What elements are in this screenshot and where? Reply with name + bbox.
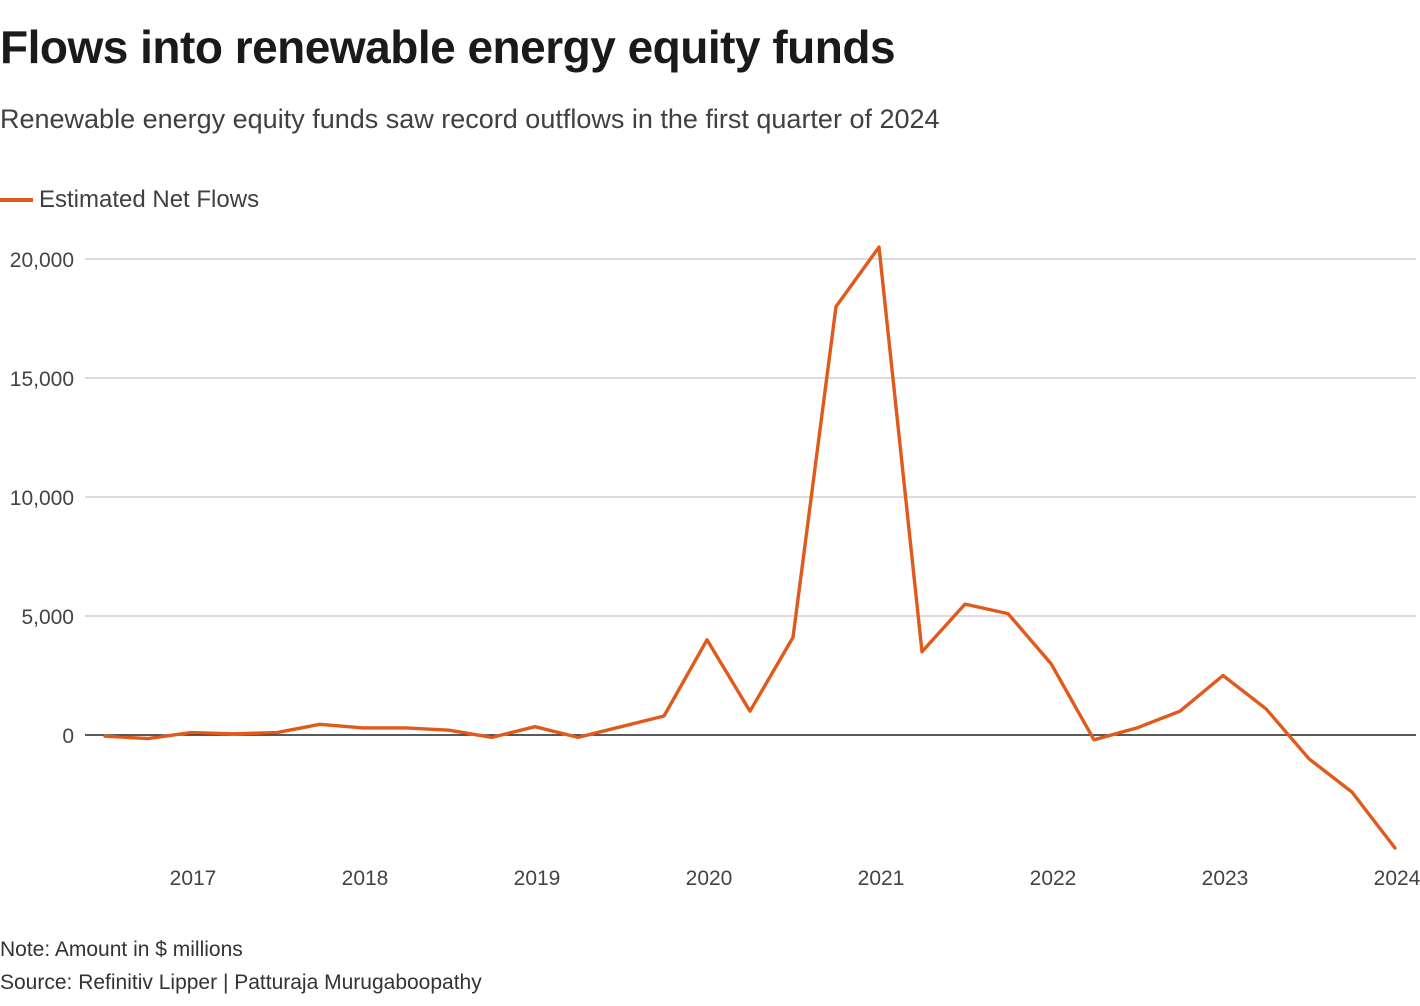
legend-swatch [0, 198, 33, 202]
chart-title: Flows into renewable energy equity funds [0, 21, 896, 73]
x-tick-label: 2020 [686, 867, 733, 890]
x-tick-label: 2022 [1030, 867, 1077, 890]
x-tick-label: 2023 [1202, 867, 1249, 890]
y-tick-label: 10,000 [10, 487, 74, 510]
legend-label: Estimated Net Flows [39, 186, 260, 213]
y-tick-label: 20,000 [10, 249, 74, 272]
x-tick-label: 2019 [514, 867, 561, 890]
x-axis-tick-labels: 2017 2018 2019 2020 2021 2022 2023 2024 [170, 867, 1420, 890]
y-axis-tick-labels: 0 5,000 10,000 15,000 20,000 [10, 249, 74, 748]
chart-source: Source: Refinitiv Lipper | Patturaja Mur… [0, 971, 482, 994]
grid-lines [85, 258, 1416, 736]
y-tick-label: 5,000 [21, 606, 74, 629]
chart-subtitle: Renewable energy equity funds saw record… [0, 104, 940, 134]
line-chart: 0 5,000 10,000 15,000 20,000 2017 2018 2019 202… [10, 245, 1420, 890]
chart-note: Note: Amount in $ millions [0, 938, 243, 961]
series-line-estimated-net-flows [103, 245, 1397, 850]
y-tick-label: 15,000 [10, 368, 74, 391]
x-tick-label: 2021 [858, 867, 905, 890]
legend: Estimated Net Flows [0, 186, 259, 214]
x-tick-label: 2018 [342, 867, 389, 890]
y-tick-label: 0 [62, 725, 74, 748]
x-tick-label: 2017 [170, 867, 217, 890]
series-layer [103, 245, 1397, 850]
x-tick-label: 2024 [1374, 867, 1420, 890]
